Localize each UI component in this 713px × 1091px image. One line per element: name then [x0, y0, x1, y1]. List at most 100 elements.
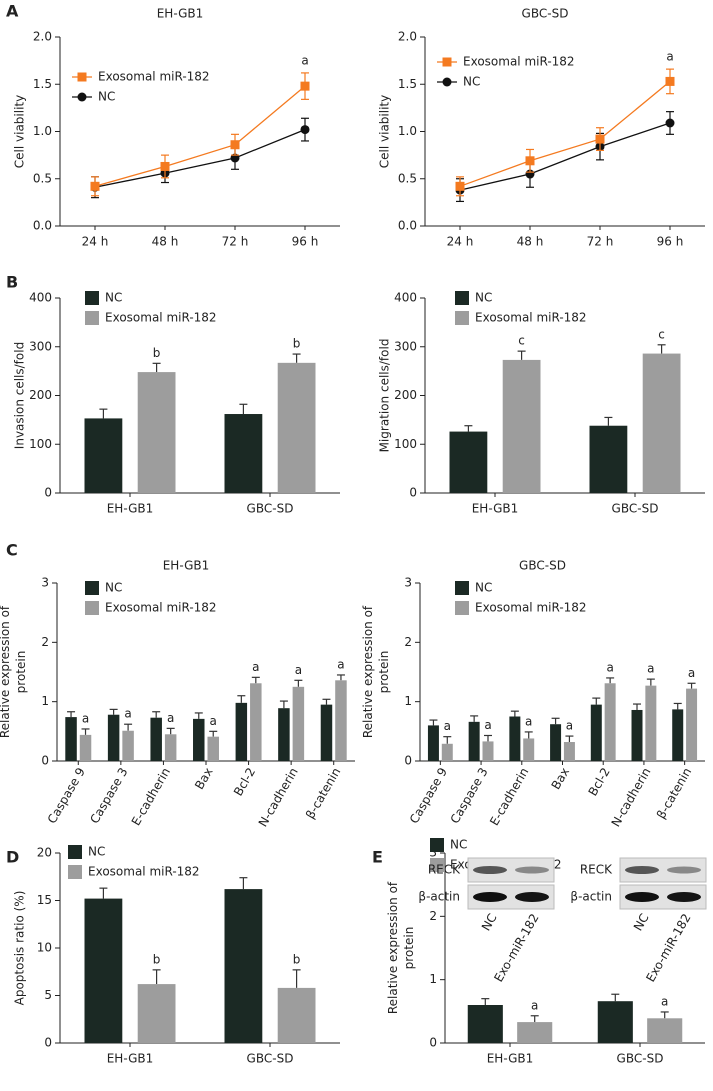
y-tick-label: 5: [44, 988, 52, 1002]
legend-marker: [442, 57, 452, 67]
marker: [665, 118, 675, 128]
blot-band: [473, 892, 507, 902]
x-tick-label: EH-GB1: [472, 502, 519, 516]
annotation: b: [153, 952, 161, 966]
bar: [277, 362, 316, 493]
annotation: a: [444, 719, 451, 733]
bar: [65, 717, 77, 761]
panel-label: C: [6, 541, 18, 560]
x-tick-label: Caspase 9: [45, 765, 88, 826]
legend-swatch: [85, 291, 99, 305]
y-axis-label-line: protein: [14, 651, 28, 694]
annotation: a: [531, 998, 538, 1012]
x-tick-label: 24 h: [82, 235, 109, 249]
annotation: a: [566, 719, 573, 733]
x-tick-label: EH-GB1: [487, 1052, 534, 1066]
legend-swatch: [85, 311, 99, 325]
marker: [665, 76, 675, 86]
blot-lane-label: NC: [479, 911, 500, 933]
chart-title: EH-GB1: [163, 559, 210, 573]
bar: [509, 716, 521, 761]
bar: [235, 702, 248, 761]
bar: [647, 1018, 683, 1043]
y-tick-label: 1.0: [33, 124, 52, 138]
y-tick-label: 2: [404, 635, 412, 649]
legend-label: Exosomal miR-182: [463, 55, 575, 69]
bar: [79, 734, 92, 761]
legend-label: Exosomal miR-182: [105, 311, 217, 325]
blot-lane-label: Exo-miR-182: [643, 911, 693, 984]
y-tick-label: 2.0: [33, 30, 52, 44]
bar: [427, 725, 439, 761]
y-axis-label: Cell viability: [378, 95, 392, 168]
y-tick-label: 15: [37, 893, 52, 907]
y-axis-label-line: Relative expression of: [361, 605, 375, 738]
marker: [90, 181, 100, 191]
bar: [122, 730, 134, 761]
bar: [441, 743, 453, 761]
bar: [604, 683, 616, 761]
bar: [137, 372, 176, 493]
line: [94, 85, 306, 187]
y-tick-label: 200: [29, 388, 52, 402]
bar: [137, 984, 176, 1043]
bar: [224, 889, 263, 1043]
panel-label: D: [6, 848, 19, 867]
y-tick-label: 2: [429, 909, 437, 923]
y-axis-label: Relative expression ofprotein: [0, 605, 28, 738]
y-tick-label: 0.5: [33, 171, 52, 185]
y-tick-label: 1: [41, 694, 49, 708]
bar: [84, 418, 123, 493]
x-tick-label: β-catenin: [654, 765, 694, 821]
chart-title: EH-GB1: [157, 7, 204, 21]
x-tick-label: 96 h: [657, 235, 684, 249]
x-tick-label: 48 h: [152, 235, 179, 249]
legend-label: Exosomal miR-182: [98, 70, 210, 84]
x-tick-label: EH-GB1: [107, 1052, 154, 1066]
y-tick-label: 2.0: [398, 30, 417, 44]
bar: [672, 709, 684, 761]
bar: [468, 721, 480, 761]
legend-swatch: [430, 838, 444, 852]
bar: [482, 741, 494, 761]
y-tick-label: 2: [41, 635, 49, 649]
x-tick-label: E-cadherin: [129, 765, 173, 828]
legend-swatch: [85, 601, 99, 615]
y-tick-label: 400: [29, 291, 52, 305]
y-tick-label: 1: [429, 972, 437, 986]
bar: [642, 353, 681, 493]
x-tick-label: EH-GB1: [107, 502, 154, 516]
bar: [449, 431, 488, 493]
y-tick-label: 0.5: [398, 171, 417, 185]
annotation: a: [252, 660, 259, 674]
bar: [250, 683, 262, 761]
bar: [523, 738, 535, 761]
bar: [335, 680, 347, 761]
legend-swatch: [68, 845, 82, 859]
blot-band: [667, 866, 701, 874]
legend-label: NC: [105, 291, 122, 305]
y-axis-label: Cell viability: [13, 95, 27, 168]
x-tick-label: Caspase 9: [407, 765, 450, 826]
x-tick-label: Caspase 3: [87, 765, 130, 826]
annotation: a: [210, 714, 217, 728]
legend-label: NC: [475, 581, 492, 595]
annotation: a: [606, 660, 613, 674]
y-axis-label-line: protein: [377, 651, 391, 694]
bar: [467, 1005, 503, 1043]
marker: [595, 134, 605, 144]
y-tick-label: 300: [29, 339, 52, 353]
y-axis-label-line: protein: [402, 927, 416, 970]
legend-label: Exosomal miR-182: [475, 601, 587, 615]
marker: [300, 125, 310, 135]
y-tick-label: 3: [429, 846, 437, 860]
legend-label: Exosomal miR-182: [105, 601, 217, 615]
y-tick-label: 3: [404, 576, 412, 590]
y-tick-label: 0: [44, 486, 52, 500]
blot-band: [515, 866, 549, 874]
y-tick-label: 400: [394, 291, 417, 305]
legend-swatch: [455, 291, 469, 305]
